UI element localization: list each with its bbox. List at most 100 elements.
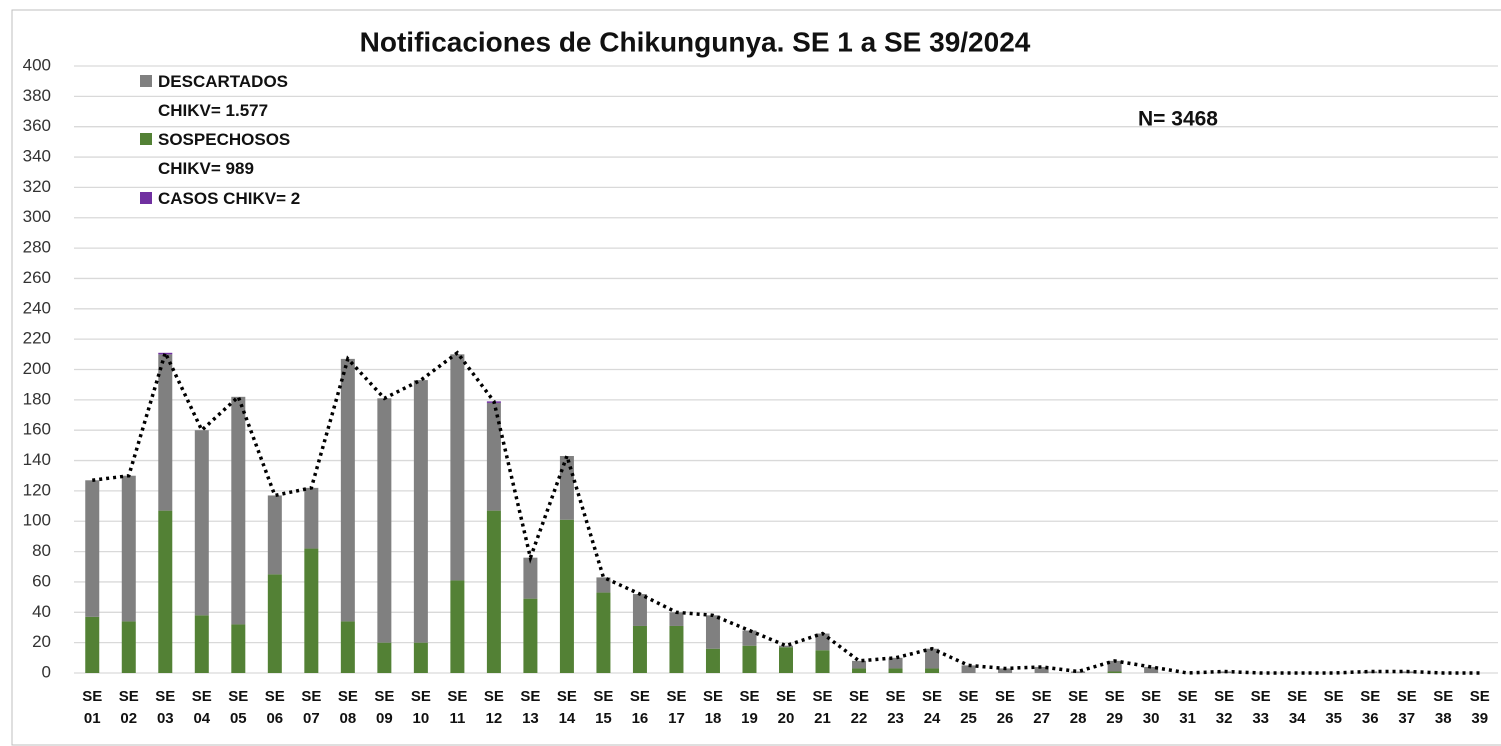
y-tick-label: 160 [23,420,51,439]
bar-segment [158,354,173,511]
x-tick-label: SE 06 [264,688,285,727]
bar-segment [450,354,465,581]
bar-segment [121,621,136,673]
x-tick-label: SE 02 [118,688,139,727]
x-tick-label: SE 14 [556,688,577,727]
bar-segment [669,612,684,626]
bar-segment [1363,671,1378,673]
frame [11,9,1501,746]
x-tick-label: SE 22 [849,688,870,727]
y-tick-label: 80 [32,541,51,560]
bar-segment [632,594,647,626]
y-tick-label: 240 [23,298,51,317]
x-tick-label: SE 07 [301,688,322,727]
bar-segment [815,633,830,651]
bar-segment [779,645,793,648]
bar-segment [559,455,574,520]
y-tick-label: 120 [23,480,51,499]
y-tick-label: 380 [23,86,51,105]
x-tick-label: SE 17 [666,688,687,727]
x-tick-label: SE 18 [702,688,723,727]
legend-swatch [140,133,152,145]
y-tick-label: 300 [23,207,51,226]
bar-segment [121,475,136,622]
bar-segment [413,642,428,673]
y-tick-label: 400 [23,55,51,74]
bar-segment [85,616,100,673]
y-tick-label: 280 [23,238,51,257]
x-tick-label: SE 04 [191,688,212,727]
bar-segment [1071,671,1086,673]
bar-segment [377,642,392,673]
bar-segment [523,598,538,673]
bar-segment [340,358,355,622]
legend-label: CASOS CHIKV= 2 [158,189,301,208]
y-tick-label: 180 [23,389,51,408]
y-tick-label: 0 [42,662,51,681]
grid [74,65,1498,674]
x-tick-label: SE 25 [958,688,979,727]
y-tick-label: 320 [23,177,51,196]
bar-segment [925,648,940,669]
x-tick-label: SE 21 [812,688,833,727]
x-tick-label: SE 30 [1141,688,1162,727]
bar-segment [888,668,903,673]
legend-item: DESCARTADOS CHIKV= 1.577 [140,67,310,125]
x-tick-label: SE 01 [82,688,103,727]
bar-segment [267,574,282,673]
x-tick-label: SE 23 [885,688,906,727]
y-tick-label: 60 [32,571,51,590]
bar-segment [486,510,501,673]
bar-segment [450,580,465,673]
bar-segment [486,402,501,511]
bar-segment [705,648,720,673]
bar-segment [596,592,611,673]
bar-segment [267,495,282,575]
x-tick-label: SE 39 [1469,688,1490,727]
x-tick-label: SE 36 [1360,688,1381,727]
x-tick-label: SE 19 [739,688,760,727]
bar-segment [194,615,209,673]
bar-segment [1107,671,1122,673]
x-tick-label: SE 31 [1177,688,1198,727]
y-tick-label: 40 [32,602,51,621]
total-line [92,347,1480,675]
legend-label: SOSPECHOSOS CHIKV= 989 [158,130,291,178]
x-tick-label: SE 12 [483,688,504,727]
bar-segment [304,548,319,673]
bar-segment [231,396,246,625]
y-tick-label: 20 [32,632,51,651]
x-tick-label: SE 20 [775,688,796,727]
y-tick-label: 360 [23,116,51,135]
bar-segment [85,480,100,617]
x-tick-label: SE 37 [1396,688,1417,727]
bar-segment [961,665,976,673]
x-tick-label: SE 34 [1287,688,1308,727]
x-tick-label: SE 28 [1068,688,1089,727]
x-tick-label: SE 27 [1031,688,1052,727]
x-tick-label: SE 33 [1250,688,1271,727]
x-tick-label: SE 16 [629,688,650,727]
bar-segment [852,668,867,673]
x-tick-label: SE 05 [228,688,249,727]
x-tick-label: SE 10 [410,688,431,727]
x-tick-label: SE 15 [593,688,614,727]
x-tick-label: SE 13 [520,688,541,727]
bar-segment [231,624,246,673]
x-tick-label: SE 11 [447,688,468,727]
x-tick-label: SE 09 [374,688,395,727]
x-tick-label: SE 24 [922,688,943,727]
bar-segment [559,519,574,673]
legend-swatch [140,192,152,204]
x-tick-label: SE 38 [1433,688,1454,727]
bar-segment [523,557,538,599]
legend-item: SOSPECHOSOS CHIKV= 989 [140,125,310,183]
bar-segment [742,630,757,646]
bar-segment [1034,666,1049,673]
bar-segment [925,668,940,673]
bar-segment [340,621,355,673]
bar-segment [632,625,647,673]
x-tick-label: SE 35 [1323,688,1344,727]
